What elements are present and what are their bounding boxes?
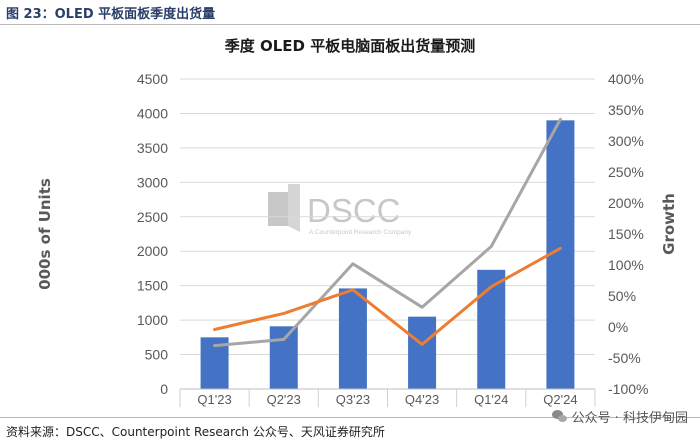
watermark-subtitle: A Counterpoint Research Company [309,229,412,236]
footer-rule [0,417,700,418]
source-note: 资料来源：DSCC、Counterpoint Research 公众号、天风证券… [6,425,385,439]
x-tick-label: Q2'24 [543,392,577,407]
y-tick-label: 3500 [137,140,168,156]
wechat-text: 公众号 · 科技伊甸园 [571,411,688,426]
y-tick-label: 500 [145,347,169,363]
y-tick-label: 1000 [137,312,168,328]
bar [408,316,437,389]
y2-tick-label: 100% [608,257,644,273]
y2-tick-label: 350% [608,102,644,118]
y2-tick-label: 50% [608,288,636,304]
y-tick-label: 3000 [137,174,168,190]
y2-tick-label: 0% [608,319,628,335]
bar [477,269,506,389]
y2-tick-label: 150% [608,226,644,242]
watermark-logo-block [268,192,288,226]
y2-tick-label: 200% [608,195,644,211]
header-rule [0,24,700,25]
y2-tick-label: 400% [608,71,644,87]
wechat-icon [551,410,568,423]
y-tick-label: 4500 [137,71,168,87]
y2-tick-label: -100% [608,381,648,397]
x-tick-label: Q2'23 [267,392,301,407]
wechat-credit: 公众号 · 科技伊甸园 [551,407,688,426]
y-tick-label: 4000 [137,105,168,121]
growth-line-orange [213,246,562,346]
y2-axis-title: Growth [660,193,678,255]
x-tick-label: Q3'23 [336,392,370,407]
growth-line-gray [213,117,562,348]
y-tick-label: 2500 [137,209,168,225]
y2-tick-label: 300% [608,133,644,149]
y-axis-title: 000s of Units [36,178,54,290]
figure-label: 图 23：OLED 平板面板季度出货量 [6,7,216,22]
x-tick-label: Q1'24 [474,392,508,407]
y2-tick-label: -50% [608,350,641,366]
chart-title: 季度 OLED 平板电脑面板出货量预测 [224,37,476,55]
y2-tick-label: 250% [608,164,644,180]
y-tick-label: 2000 [137,243,168,259]
watermark-brand: DSCC [307,192,401,229]
bar [269,326,298,389]
bar [338,288,367,389]
x-tick-label: Q1'23 [197,392,231,407]
y-tick-label: 1500 [137,278,168,294]
watermark-logo-wing [288,184,300,232]
x-tick-label: Q4'23 [405,392,439,407]
y-tick-label: 0 [160,381,168,397]
figure-header: 图 23：OLED 平板面板季度出货量 [0,0,700,24]
